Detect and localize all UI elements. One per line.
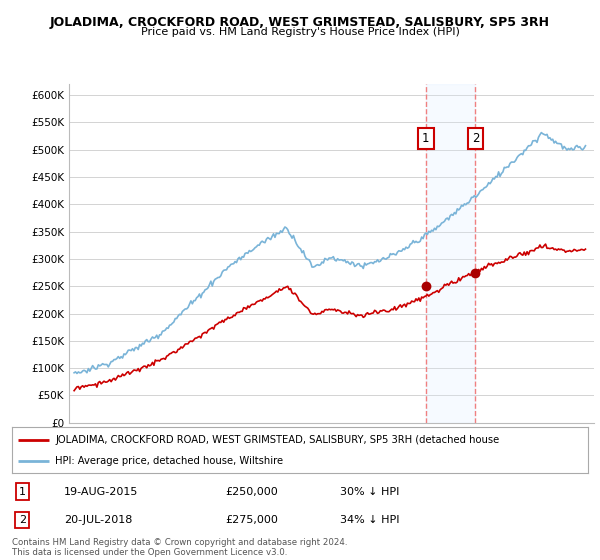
Text: 2: 2 — [19, 515, 26, 525]
Point — [421, 282, 430, 291]
Text: 30% ↓ HPI: 30% ↓ HPI — [340, 487, 400, 497]
Text: JOLADIMA, CROCKFORD ROAD, WEST GRIMSTEAD, SALISBURY, SP5 3RH: JOLADIMA, CROCKFORD ROAD, WEST GRIMSTEAD… — [50, 16, 550, 29]
Bar — [425, 84, 475, 423]
Text: JOLADIMA, CROCKFORD ROAD, WEST GRIMSTEAD, SALISBURY, SP5 3RH (detached house: JOLADIMA, CROCKFORD ROAD, WEST GRIMSTEAD… — [55, 435, 499, 445]
Text: 19-AUG-2015: 19-AUG-2015 — [64, 487, 138, 497]
Text: 34% ↓ HPI: 34% ↓ HPI — [340, 515, 400, 525]
Text: £250,000: £250,000 — [225, 487, 278, 497]
Text: 2: 2 — [472, 132, 479, 145]
Text: Price paid vs. HM Land Registry's House Price Index (HPI): Price paid vs. HM Land Registry's House … — [140, 27, 460, 37]
Text: 1: 1 — [19, 487, 26, 497]
Text: £275,000: £275,000 — [225, 515, 278, 525]
Text: Contains HM Land Registry data © Crown copyright and database right 2024.
This d: Contains HM Land Registry data © Crown c… — [12, 538, 347, 557]
Text: 20-JUL-2018: 20-JUL-2018 — [64, 515, 132, 525]
Text: HPI: Average price, detached house, Wiltshire: HPI: Average price, detached house, Wilt… — [55, 456, 283, 466]
Point — [470, 268, 480, 277]
Text: 1: 1 — [422, 132, 430, 145]
